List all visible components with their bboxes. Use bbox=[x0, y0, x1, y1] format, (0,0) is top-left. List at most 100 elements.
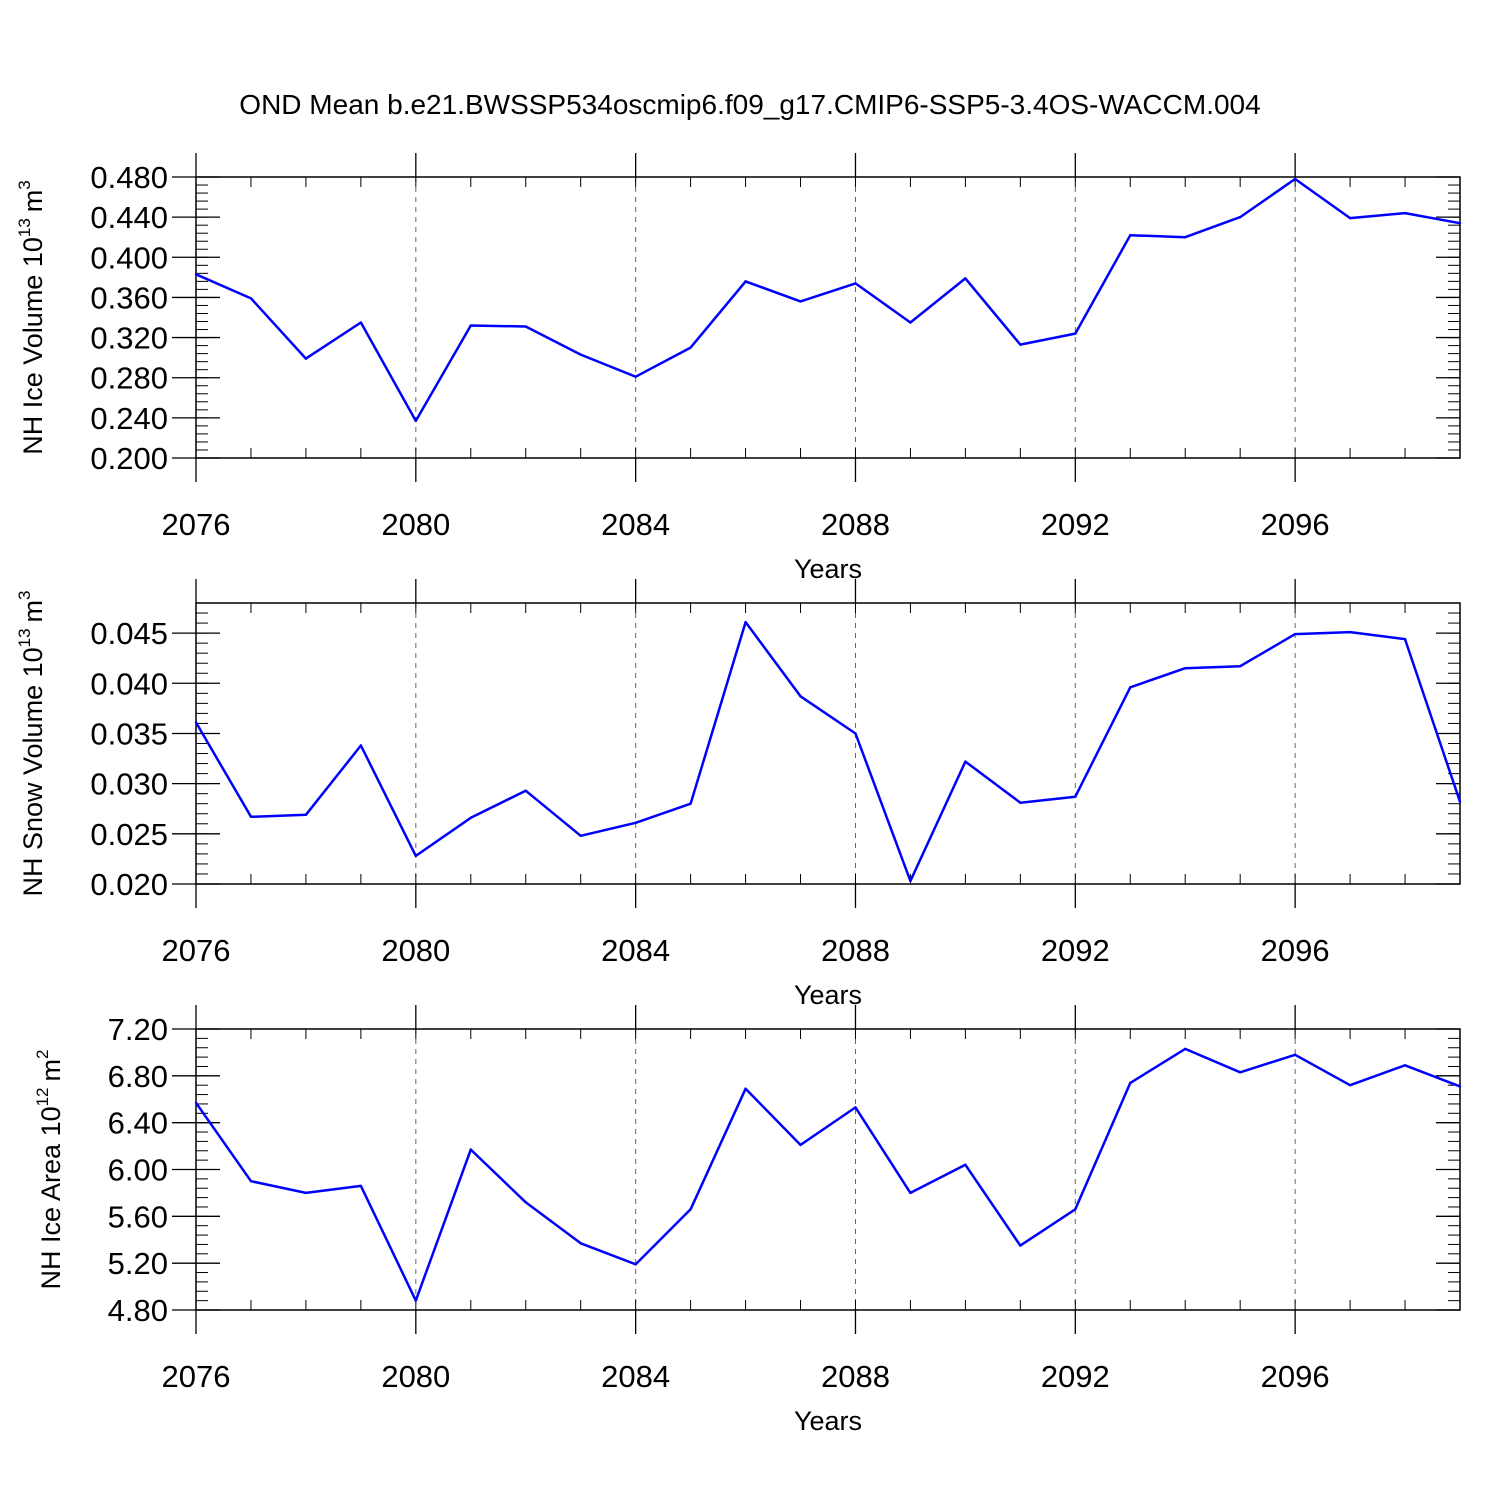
x-tick-label: 2088 bbox=[821, 507, 890, 542]
data-point bbox=[744, 620, 747, 624]
x-axis-label: Years bbox=[794, 1406, 862, 1436]
data-point bbox=[1129, 1081, 1132, 1085]
x-tick-label: 2092 bbox=[1041, 933, 1110, 968]
y-axis-label-exponent: 13 bbox=[15, 218, 34, 237]
data-point bbox=[524, 789, 527, 792]
data-point bbox=[249, 815, 253, 818]
y-tick-label: 7.20 bbox=[108, 1012, 168, 1047]
data-point bbox=[1403, 1064, 1407, 1067]
x-tick-label: 2084 bbox=[601, 933, 670, 968]
data-point bbox=[689, 802, 692, 805]
y-tick-label: 0.045 bbox=[90, 616, 168, 651]
chart-panels: 0.200 0.240 0.280 0.320 0.360 0.400 0.440 0.480… bbox=[15, 153, 1462, 1436]
chart-panel-2: 0.020 0.025 0.030 0.035 0.040 0.045 2076 2080 20… bbox=[15, 579, 1462, 1010]
y-tick-label: 0.025 bbox=[90, 817, 168, 852]
y-axis-label-unit-exponent: 3 bbox=[15, 590, 34, 599]
x-tick-label: 2084 bbox=[601, 1359, 670, 1394]
data-point bbox=[799, 695, 802, 698]
x-tick-label: 2076 bbox=[162, 1359, 231, 1394]
data-point bbox=[909, 879, 912, 883]
data-point bbox=[1184, 1047, 1187, 1051]
x-tick-label: 2096 bbox=[1261, 933, 1330, 968]
data-point bbox=[249, 297, 253, 300]
data-point bbox=[744, 1087, 747, 1090]
data-point bbox=[1238, 1071, 1242, 1074]
x-tick-label: 2092 bbox=[1041, 1359, 1110, 1394]
data-point bbox=[1293, 1053, 1297, 1056]
data-point bbox=[1458, 800, 1462, 803]
data-point bbox=[1019, 343, 1022, 346]
y-tick-label: 0.400 bbox=[90, 240, 168, 275]
y-axis-label-text: NH Snow Volume 10 bbox=[18, 647, 48, 896]
data-point bbox=[249, 1180, 253, 1183]
x-tick-label: 2092 bbox=[1041, 507, 1110, 542]
data-point bbox=[634, 375, 637, 378]
data-point bbox=[1458, 1085, 1462, 1088]
y-tick-label: 0.480 bbox=[90, 160, 168, 195]
x-tick-label: 2084 bbox=[601, 507, 670, 542]
data-point bbox=[1019, 801, 1022, 804]
data-point bbox=[689, 346, 692, 349]
y-tick-label: 5.20 bbox=[108, 1246, 168, 1281]
y-axis-label-unit-exponent: 2 bbox=[33, 1050, 52, 1059]
data-point bbox=[304, 357, 308, 360]
data-point bbox=[1403, 211, 1407, 215]
data-point bbox=[634, 821, 637, 824]
y-axis-label: NH Snow Volume 1013 m3 bbox=[15, 590, 48, 896]
y-tick-label: 0.280 bbox=[90, 361, 168, 396]
y-axis-label-unit: m bbox=[18, 190, 48, 213]
y-tick-label: 0.320 bbox=[90, 321, 168, 356]
x-tick-label: 2088 bbox=[821, 1359, 890, 1394]
x-tick-label: 2088 bbox=[821, 933, 890, 968]
data-point bbox=[1129, 686, 1132, 689]
data-point bbox=[359, 1184, 363, 1188]
data-point bbox=[469, 324, 472, 327]
y-tick-label: 0.240 bbox=[90, 401, 168, 436]
data-point bbox=[304, 1191, 308, 1195]
data-point bbox=[414, 419, 418, 423]
data-point bbox=[1348, 630, 1352, 634]
plot-frame bbox=[195, 176, 1461, 459]
data-point bbox=[634, 1263, 637, 1266]
data-point bbox=[1019, 1244, 1022, 1247]
y-tick-label: 6.00 bbox=[108, 1153, 168, 1188]
y-axis-label-text: NH Ice Area 10 bbox=[36, 1106, 66, 1289]
y-tick-label: 0.020 bbox=[90, 867, 168, 902]
x-tick-label: 2080 bbox=[381, 507, 450, 542]
y-tick-label: 0.030 bbox=[90, 767, 168, 802]
y-tick-label: 5.60 bbox=[108, 1199, 168, 1234]
chart-panel-1: 0.200 0.240 0.280 0.320 0.360 0.400 0.440 0.480… bbox=[15, 153, 1462, 584]
y-tick-label: 0.035 bbox=[90, 716, 168, 751]
series-line bbox=[194, 620, 1462, 883]
plot-frame bbox=[195, 1028, 1461, 1311]
data-point bbox=[194, 273, 198, 276]
y-tick-label: 6.80 bbox=[108, 1059, 168, 1094]
data-point bbox=[579, 353, 582, 356]
x-tick-label: 2076 bbox=[162, 933, 231, 968]
data-point bbox=[1293, 632, 1297, 636]
data-point bbox=[469, 1148, 472, 1151]
data-point bbox=[359, 321, 363, 324]
x-axis-label: Years bbox=[794, 980, 862, 1010]
data-point bbox=[1238, 215, 1242, 219]
data-point bbox=[1348, 1084, 1352, 1087]
y-axis-label: NH Ice Volume 1013 m3 bbox=[15, 180, 48, 455]
x-tick-label: 2076 bbox=[162, 507, 231, 542]
y-axis-label-unit: m bbox=[36, 1059, 66, 1082]
y-axis-label-unit: m bbox=[18, 600, 48, 623]
x-tick-label: 2096 bbox=[1261, 507, 1330, 542]
y-tick-label: 0.440 bbox=[90, 200, 168, 235]
data-point bbox=[469, 816, 472, 819]
y-tick-label: 0.040 bbox=[90, 666, 168, 701]
data-point bbox=[854, 1106, 857, 1109]
figure-title: OND Mean b.e21.BWSSP534oscmip6.f09_g17.C… bbox=[239, 89, 1260, 120]
data-point bbox=[1238, 665, 1242, 668]
y-tick-label: 4.80 bbox=[108, 1293, 168, 1328]
x-tick-label: 2096 bbox=[1261, 1359, 1330, 1394]
data-point bbox=[689, 1208, 692, 1211]
data-point bbox=[1129, 234, 1132, 237]
data-point bbox=[964, 760, 967, 763]
x-tick-label: 2080 bbox=[381, 933, 450, 968]
y-axis-label-exponent: 12 bbox=[33, 1087, 52, 1106]
